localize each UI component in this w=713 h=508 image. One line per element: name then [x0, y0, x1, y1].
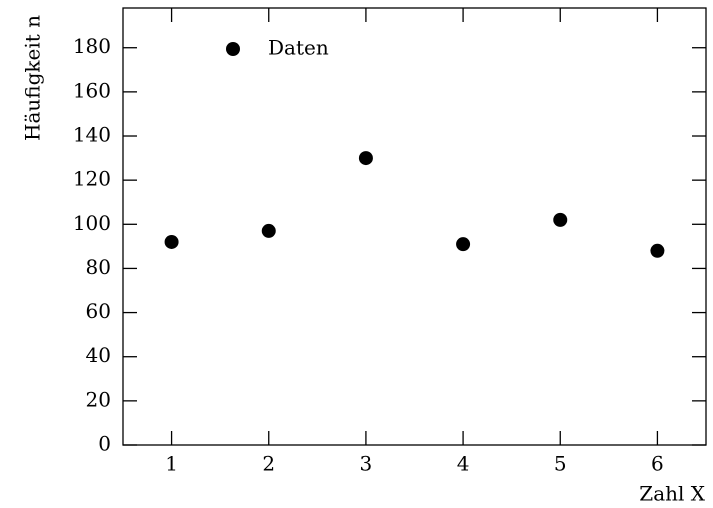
x-tick-label: 6 [651, 452, 664, 476]
x-tick-label: 3 [360, 452, 373, 476]
y-tick-label: 60 [86, 299, 111, 323]
data-point [456, 237, 471, 252]
x-tick-label: 5 [554, 452, 567, 476]
legend-marker [226, 42, 240, 56]
data-point [358, 151, 373, 166]
x-tick-label: 1 [165, 452, 178, 476]
x-tick-label: 2 [262, 452, 275, 476]
x-axis-label: Zahl X [639, 482, 705, 506]
plot-frame [122, 7, 707, 446]
y-tick-label: 160 [73, 78, 111, 102]
x-tick-label: 4 [457, 452, 470, 476]
y-tick-label: 180 [73, 34, 111, 58]
y-axis-label: Häufigkeit n [21, 15, 45, 141]
y-tick-label: 120 [73, 167, 111, 191]
y-tick-label: 140 [73, 123, 111, 147]
y-tick-label: 80 [86, 255, 111, 279]
legend-label: Daten [268, 36, 329, 60]
data-point [261, 223, 276, 238]
y-tick-label: 40 [86, 343, 111, 367]
y-tick-label: 20 [86, 387, 111, 411]
data-point [650, 243, 665, 258]
data-point [553, 212, 568, 227]
y-tick-label: 100 [73, 211, 111, 235]
y-tick-label: 0 [98, 432, 111, 456]
data-point [164, 234, 179, 249]
